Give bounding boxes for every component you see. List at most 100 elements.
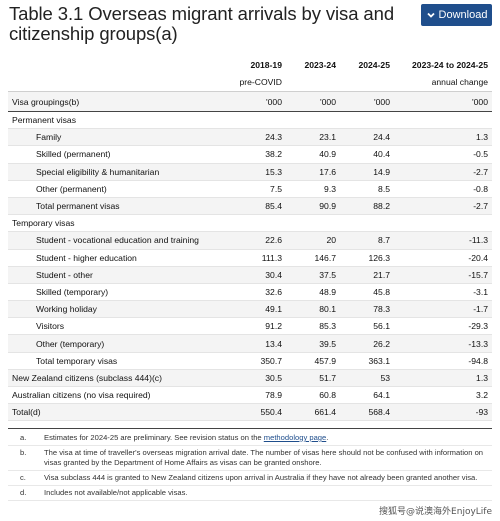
row-label: Visitors (8, 317, 226, 336)
table-cell (226, 214, 286, 233)
table-row: Working holiday 49.1 80.1 78.3 -1.7 (8, 300, 492, 319)
table-cell: 53 (340, 369, 394, 388)
table-cell: -20.4 (394, 249, 492, 267)
table-cell: 111.3 (226, 249, 286, 267)
table-cell: 7.5 (226, 180, 286, 198)
table-cell: 23.1 (286, 128, 340, 147)
table-cell: 32.6 (226, 283, 286, 302)
footnote-a: a. Estimates for 2024-25 are preliminary… (8, 431, 492, 446)
table-cell: 661.4 (286, 403, 340, 422)
visa-groupings-header: Visa groupings(b) (12, 96, 80, 107)
table-group-row: Temporary visas (8, 214, 492, 233)
table-cell: 24.3 (226, 128, 286, 147)
header-row-years: 2018-19 2023-24 2024-25 2023-24 to 2024-… (8, 56, 492, 73)
table-row: Other (permanent) 7.5 9.3 8.5 -0.8 (8, 180, 492, 198)
table-cell: 78.3 (340, 300, 394, 319)
table-group-row: Australian citizens (no visa required) 78… (8, 386, 492, 405)
table-cell: 90.9 (286, 197, 340, 216)
table-cell (286, 214, 340, 233)
unit-label: '000 (472, 96, 488, 107)
footnote-label: c. (20, 473, 26, 482)
footnote-label: d. (20, 488, 27, 497)
col-header-2023-24: 2023-24 (304, 59, 336, 70)
footnotes: a. Estimates for 2024-25 are preliminary… (8, 428, 492, 501)
row-label: Total permanent visas (8, 197, 226, 216)
table-cell: -0.5 (394, 145, 492, 164)
methodology-link[interactable]: methodology page (263, 433, 327, 442)
footnote-c: c. Visa subclass 444 is granted to New Z… (8, 471, 492, 486)
table-cell: 48.9 (286, 283, 340, 302)
table-row: Special eligibility & humanitarian 15.3 17… (8, 163, 492, 181)
table-cell (286, 111, 340, 130)
table-cell: 88.2 (340, 197, 394, 216)
data-table: 2018-19 2023-24 2024-25 2023-24 to 2024-… (8, 56, 492, 422)
table-cell: 49.1 (226, 300, 286, 319)
table-row: Skilled (permanent) 38.2 40.9 40.4 -0.5 (8, 145, 492, 164)
table-cell: 80.1 (286, 300, 340, 319)
table-cell: 146.7 (286, 249, 340, 267)
download-label: Download (438, 9, 488, 21)
table-cell: -94.8 (394, 352, 492, 370)
table-cell: -2.7 (394, 163, 492, 181)
table-cell (394, 214, 492, 233)
table-cell: 39.5 (286, 334, 340, 353)
watermark: 搜狐号@说澳海外EnjoyLife (379, 507, 492, 517)
table-cell: 30.4 (226, 266, 286, 284)
row-label: Student - higher education (8, 249, 226, 267)
col-subheader-blank (340, 73, 394, 92)
row-label: New Zealand citizens (subclass 444)(c) (8, 369, 226, 388)
table-cell: 37.5 (286, 266, 340, 284)
page-title: Table 3.1 Overseas migrant arrivals by v… (9, 3, 395, 44)
table-cell (394, 111, 492, 130)
table-cell: 1.3 (394, 369, 492, 388)
table-row: Student - other 30.4 37.5 21.7 -15.7 (8, 266, 492, 284)
row-label: Student - other (8, 266, 226, 284)
table-cell: 60.8 (286, 386, 340, 405)
table-cell: 21.7 (340, 266, 394, 284)
footnote-label: a. (20, 433, 27, 442)
table-row: Student - higher education 111.3 146.7 126.… (8, 249, 492, 267)
table-cell: -3.1 (394, 283, 492, 302)
row-label: Other (permanent) (8, 180, 226, 198)
col-header-2024-25: 2024-25 (358, 59, 390, 70)
table-cell: 85.4 (226, 197, 286, 216)
unit-label: '000 (374, 96, 390, 107)
table-cell: -2.7 (394, 197, 492, 216)
table-cell: 78.9 (226, 386, 286, 405)
row-label: Permanent visas (8, 111, 226, 130)
col-subheader-annual-change: annual change (431, 77, 488, 87)
table-row: Student - vocational education and train… (8, 231, 492, 250)
table-row: Family 24.3 23.1 24.4 1.3 (8, 128, 492, 147)
table-cell: 457.9 (286, 352, 340, 370)
download-button[interactable]: Download (421, 4, 492, 26)
header-row-units: Visa groupings(b) '000 '000 '000 '000 (8, 91, 492, 112)
row-label: Temporary visas (8, 214, 226, 233)
table-row: Total temporary visas 350.7 457.9 363.1 -94.… (8, 352, 492, 370)
table-cell: 17.6 (286, 163, 340, 181)
table-group-row: Total(d) 550.4 661.4 568.4 -93 (8, 403, 492, 422)
table-cell: 8.5 (340, 180, 394, 198)
table-cell: -93 (394, 403, 492, 422)
table-cell: 56.1 (340, 317, 394, 336)
table-row: Visitors 91.2 85.3 56.1 -29.3 (8, 317, 492, 336)
footnote-d: d. Includes not available/not applicable… (8, 486, 492, 501)
table-cell: 9.3 (286, 180, 340, 198)
table-cell: -29.3 (394, 317, 492, 336)
table-cell: -11.3 (394, 231, 492, 250)
table-cell: 363.1 (340, 352, 394, 370)
table-group-row: Permanent visas (8, 111, 492, 130)
col-subheader-pre-covid: pre-COVID (239, 77, 283, 87)
table-cell: 3.2 (394, 386, 492, 405)
col-header-change: 2023-24 to 2024-25 (412, 59, 488, 70)
row-label: Other (temporary) (8, 334, 226, 353)
footnote-b: b. The visa at time of traveller's overs… (8, 446, 492, 471)
table-cell: 126.3 (340, 249, 394, 267)
row-label: Student - vocational education and train… (8, 231, 226, 250)
row-label: Skilled (permanent) (8, 145, 226, 164)
table-cell: 350.7 (226, 352, 286, 370)
table-cell: 568.4 (340, 403, 394, 422)
table-cell: 15.3 (226, 163, 286, 181)
table-cell (226, 111, 286, 130)
footnote-text: Visa subclass 444 is granted to New Zeal… (44, 473, 478, 482)
table-cell: -1.7 (394, 300, 492, 319)
